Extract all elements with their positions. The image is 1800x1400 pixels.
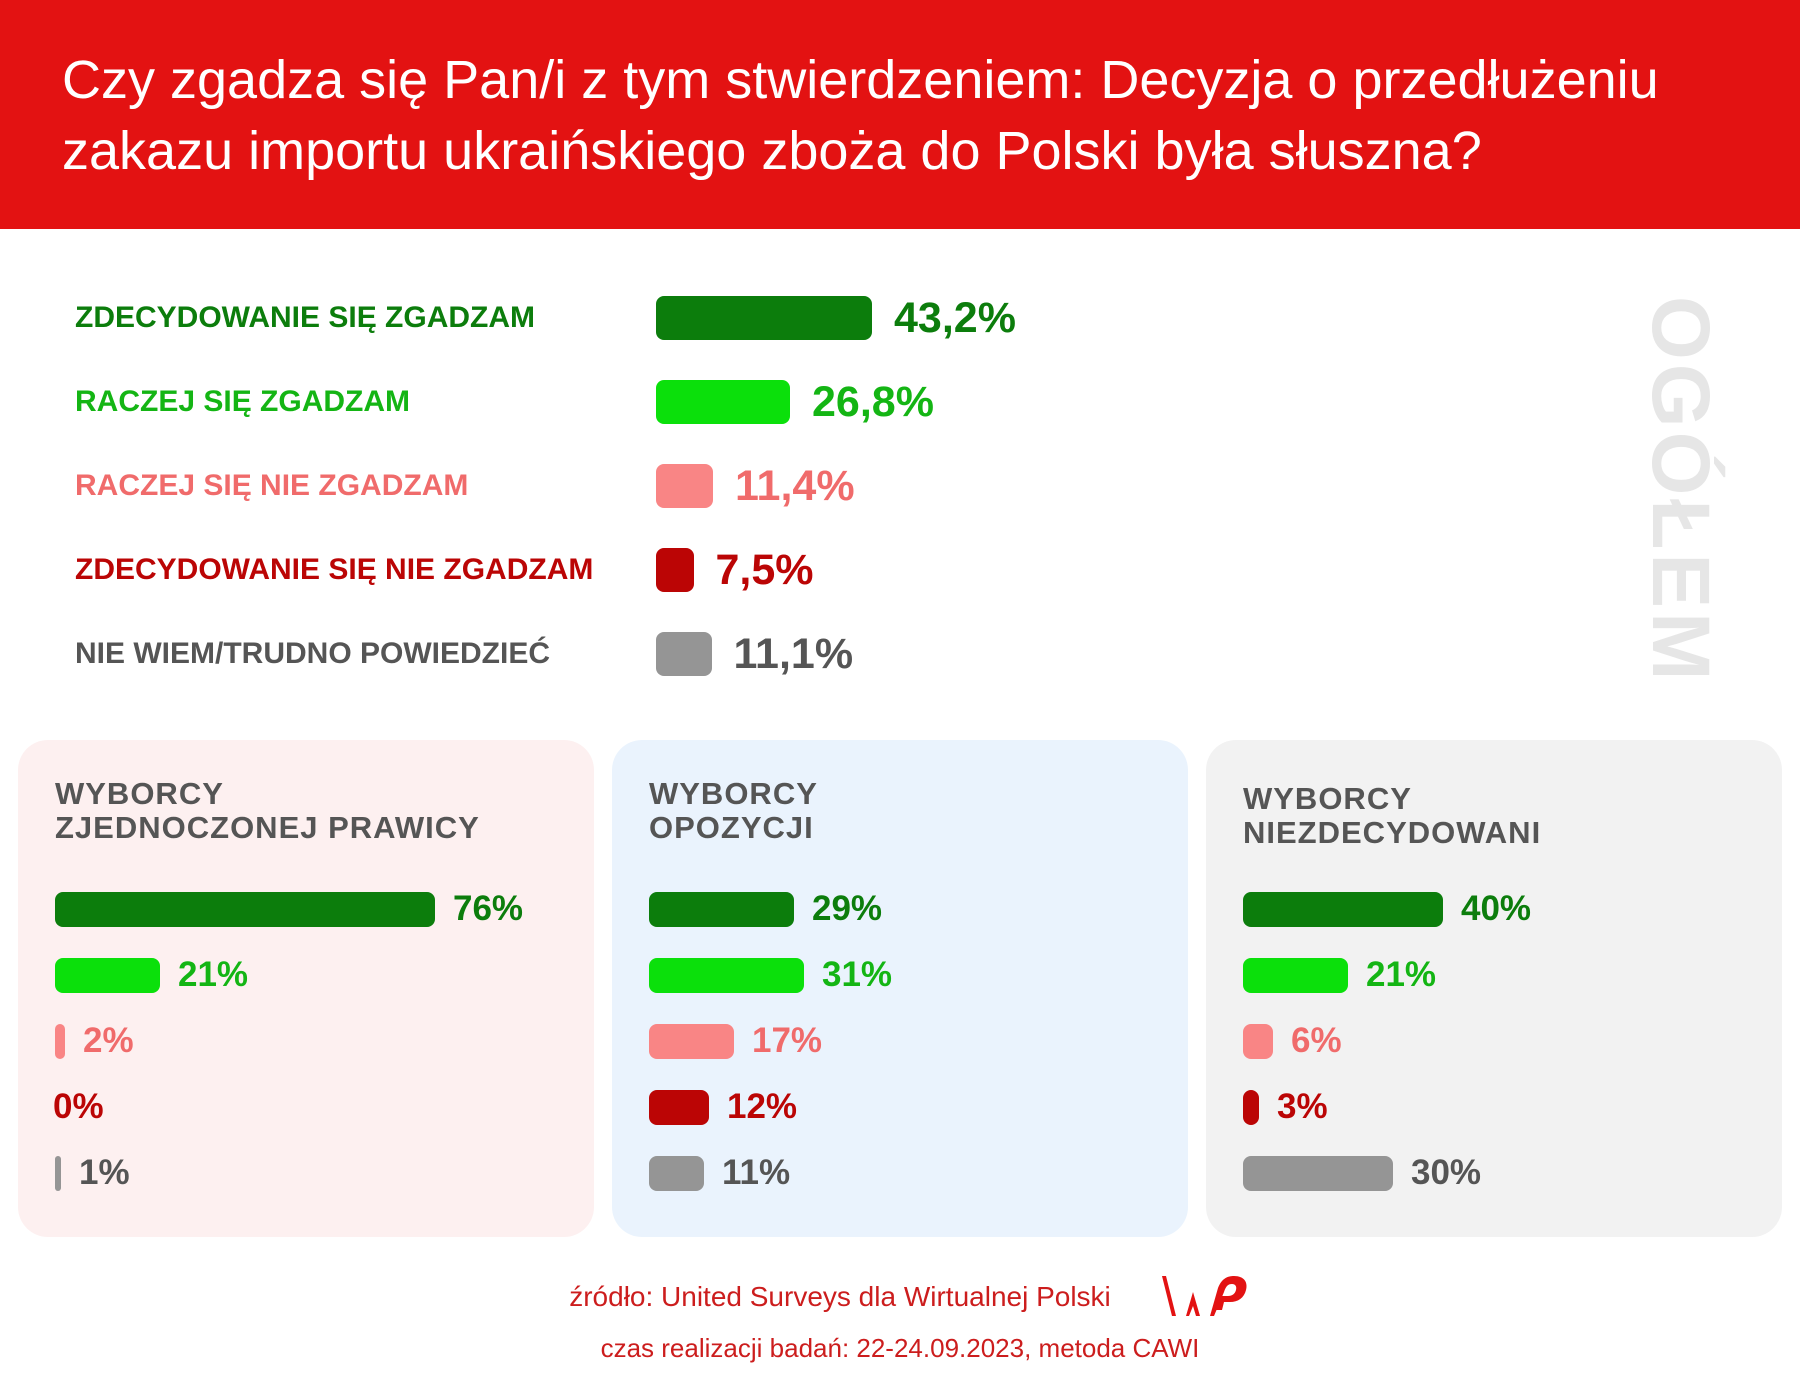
category-label: ZDECYDOWANIE SIĘ NIE ZGADZAM: [75, 553, 594, 586]
source-note: źródło: United Surveys dla Wirtualnej Po…: [0, 1280, 1800, 1314]
bar: [656, 632, 712, 676]
main-chart: 43,2% 26,8% 11,4% 7,5% 11,1%: [656, 294, 1016, 678]
bar: [1243, 1156, 1393, 1191]
bar: [656, 464, 713, 508]
bar: [656, 548, 694, 592]
panel-title-line: ZJEDNOCZONEJ PRAWICY: [55, 810, 480, 845]
category-label: ZDECYDOWANIE SIĘ ZGADZAM: [75, 301, 536, 334]
value-label: 11%: [722, 1153, 791, 1192]
panel-title: WYBORCY OPOZYCJI: [649, 777, 1169, 845]
value-label: 3%: [1277, 1087, 1328, 1126]
bar: [1243, 958, 1348, 993]
survey-date-note: czas realizacji badań: 22-24.09.2023, me…: [600, 1333, 1200, 1363]
value-label: 30%: [1411, 1153, 1482, 1192]
category-label: RACZEJ SIĘ NIE ZGADZAM: [75, 469, 469, 502]
panel-title-line: WYBORCY: [649, 776, 818, 811]
value-label: 1%: [79, 1153, 130, 1192]
value-label: 40%: [1461, 889, 1532, 928]
value-label: 12%: [727, 1087, 798, 1126]
panel-title-line: WYBORCY: [1243, 781, 1412, 816]
value-label: 0%: [53, 1087, 104, 1126]
category-label: NIE WIEM/TRUDNO POWIEDZIEĆ: [75, 637, 550, 670]
value-label: 76%: [453, 889, 524, 928]
value-label: 43,2%: [894, 294, 1016, 342]
value-label: 6%: [1291, 1021, 1342, 1060]
overall-label-text: OGÓŁEM: [1635, 295, 1726, 685]
bar: [656, 380, 790, 424]
value-label: 17%: [752, 1021, 823, 1060]
panel-title: WYBORCY ZJEDNOCZONEJ PRAWICY: [55, 777, 575, 845]
bar: [649, 958, 804, 993]
bar: [656, 296, 872, 340]
value-label: 26,8%: [812, 378, 934, 426]
main-category-labels: ZDECYDOWANIE SIĘ ZGADZAM RACZEJ SIĘ ZGADZ…: [75, 301, 594, 670]
header-banner: Czy zgadza się Pan/i z tym stwierdzeniem…: [0, 0, 1800, 229]
bar: [55, 892, 435, 927]
value-label: 21%: [178, 955, 249, 994]
bar: [55, 1024, 65, 1059]
value-label: 11,1%: [733, 630, 854, 678]
value-label: 11,4%: [735, 462, 855, 510]
source-text: źródło: United Surveys dla Wirtualnej Po…: [569, 1281, 1111, 1312]
bar: [649, 892, 794, 927]
bar: [55, 1156, 61, 1191]
bar: [649, 1090, 709, 1125]
value-label: 7,5%: [715, 546, 814, 594]
wp-logo-icon: [1162, 1276, 1247, 1316]
bar: [1243, 1024, 1273, 1059]
chart-title: Czy zgadza się Pan/i z tym stwierdzeniem…: [62, 50, 1659, 181]
panel-title: WYBORCY NIEZDECYDOWANI: [1243, 782, 1763, 850]
value-label: 2%: [83, 1021, 134, 1060]
value-label: 29%: [812, 889, 883, 928]
bar: [649, 1156, 704, 1191]
panel-undecided-voters: WYBORCY NIEZDECYDOWANI 40% 21% 6% 3% 30%: [1206, 740, 1782, 1237]
panel-opposition-voters: WYBORCY OPOZYCJI 29% 31% 17% 12% 11%: [612, 740, 1188, 1237]
category-label: RACZEJ SIĘ ZGADZAM: [75, 385, 411, 418]
bar: [649, 1024, 734, 1059]
panel-title-line: WYBORCY: [55, 776, 224, 811]
panel-title-line: NIEZDECYDOWANI: [1243, 815, 1542, 850]
overall-side-label: OGÓŁEM: [1635, 290, 1726, 690]
bar: [1243, 1090, 1259, 1125]
value-label: 31%: [822, 955, 893, 994]
bar: [1243, 892, 1443, 927]
bar: [55, 958, 160, 993]
value-label: 21%: [1366, 955, 1437, 994]
panel-title-line: OPOZYCJI: [649, 810, 814, 845]
panel-right-wing-voters: WYBORCY ZJEDNOCZONEJ PRAWICY 76% 21% 2% 0% 1…: [18, 740, 594, 1237]
